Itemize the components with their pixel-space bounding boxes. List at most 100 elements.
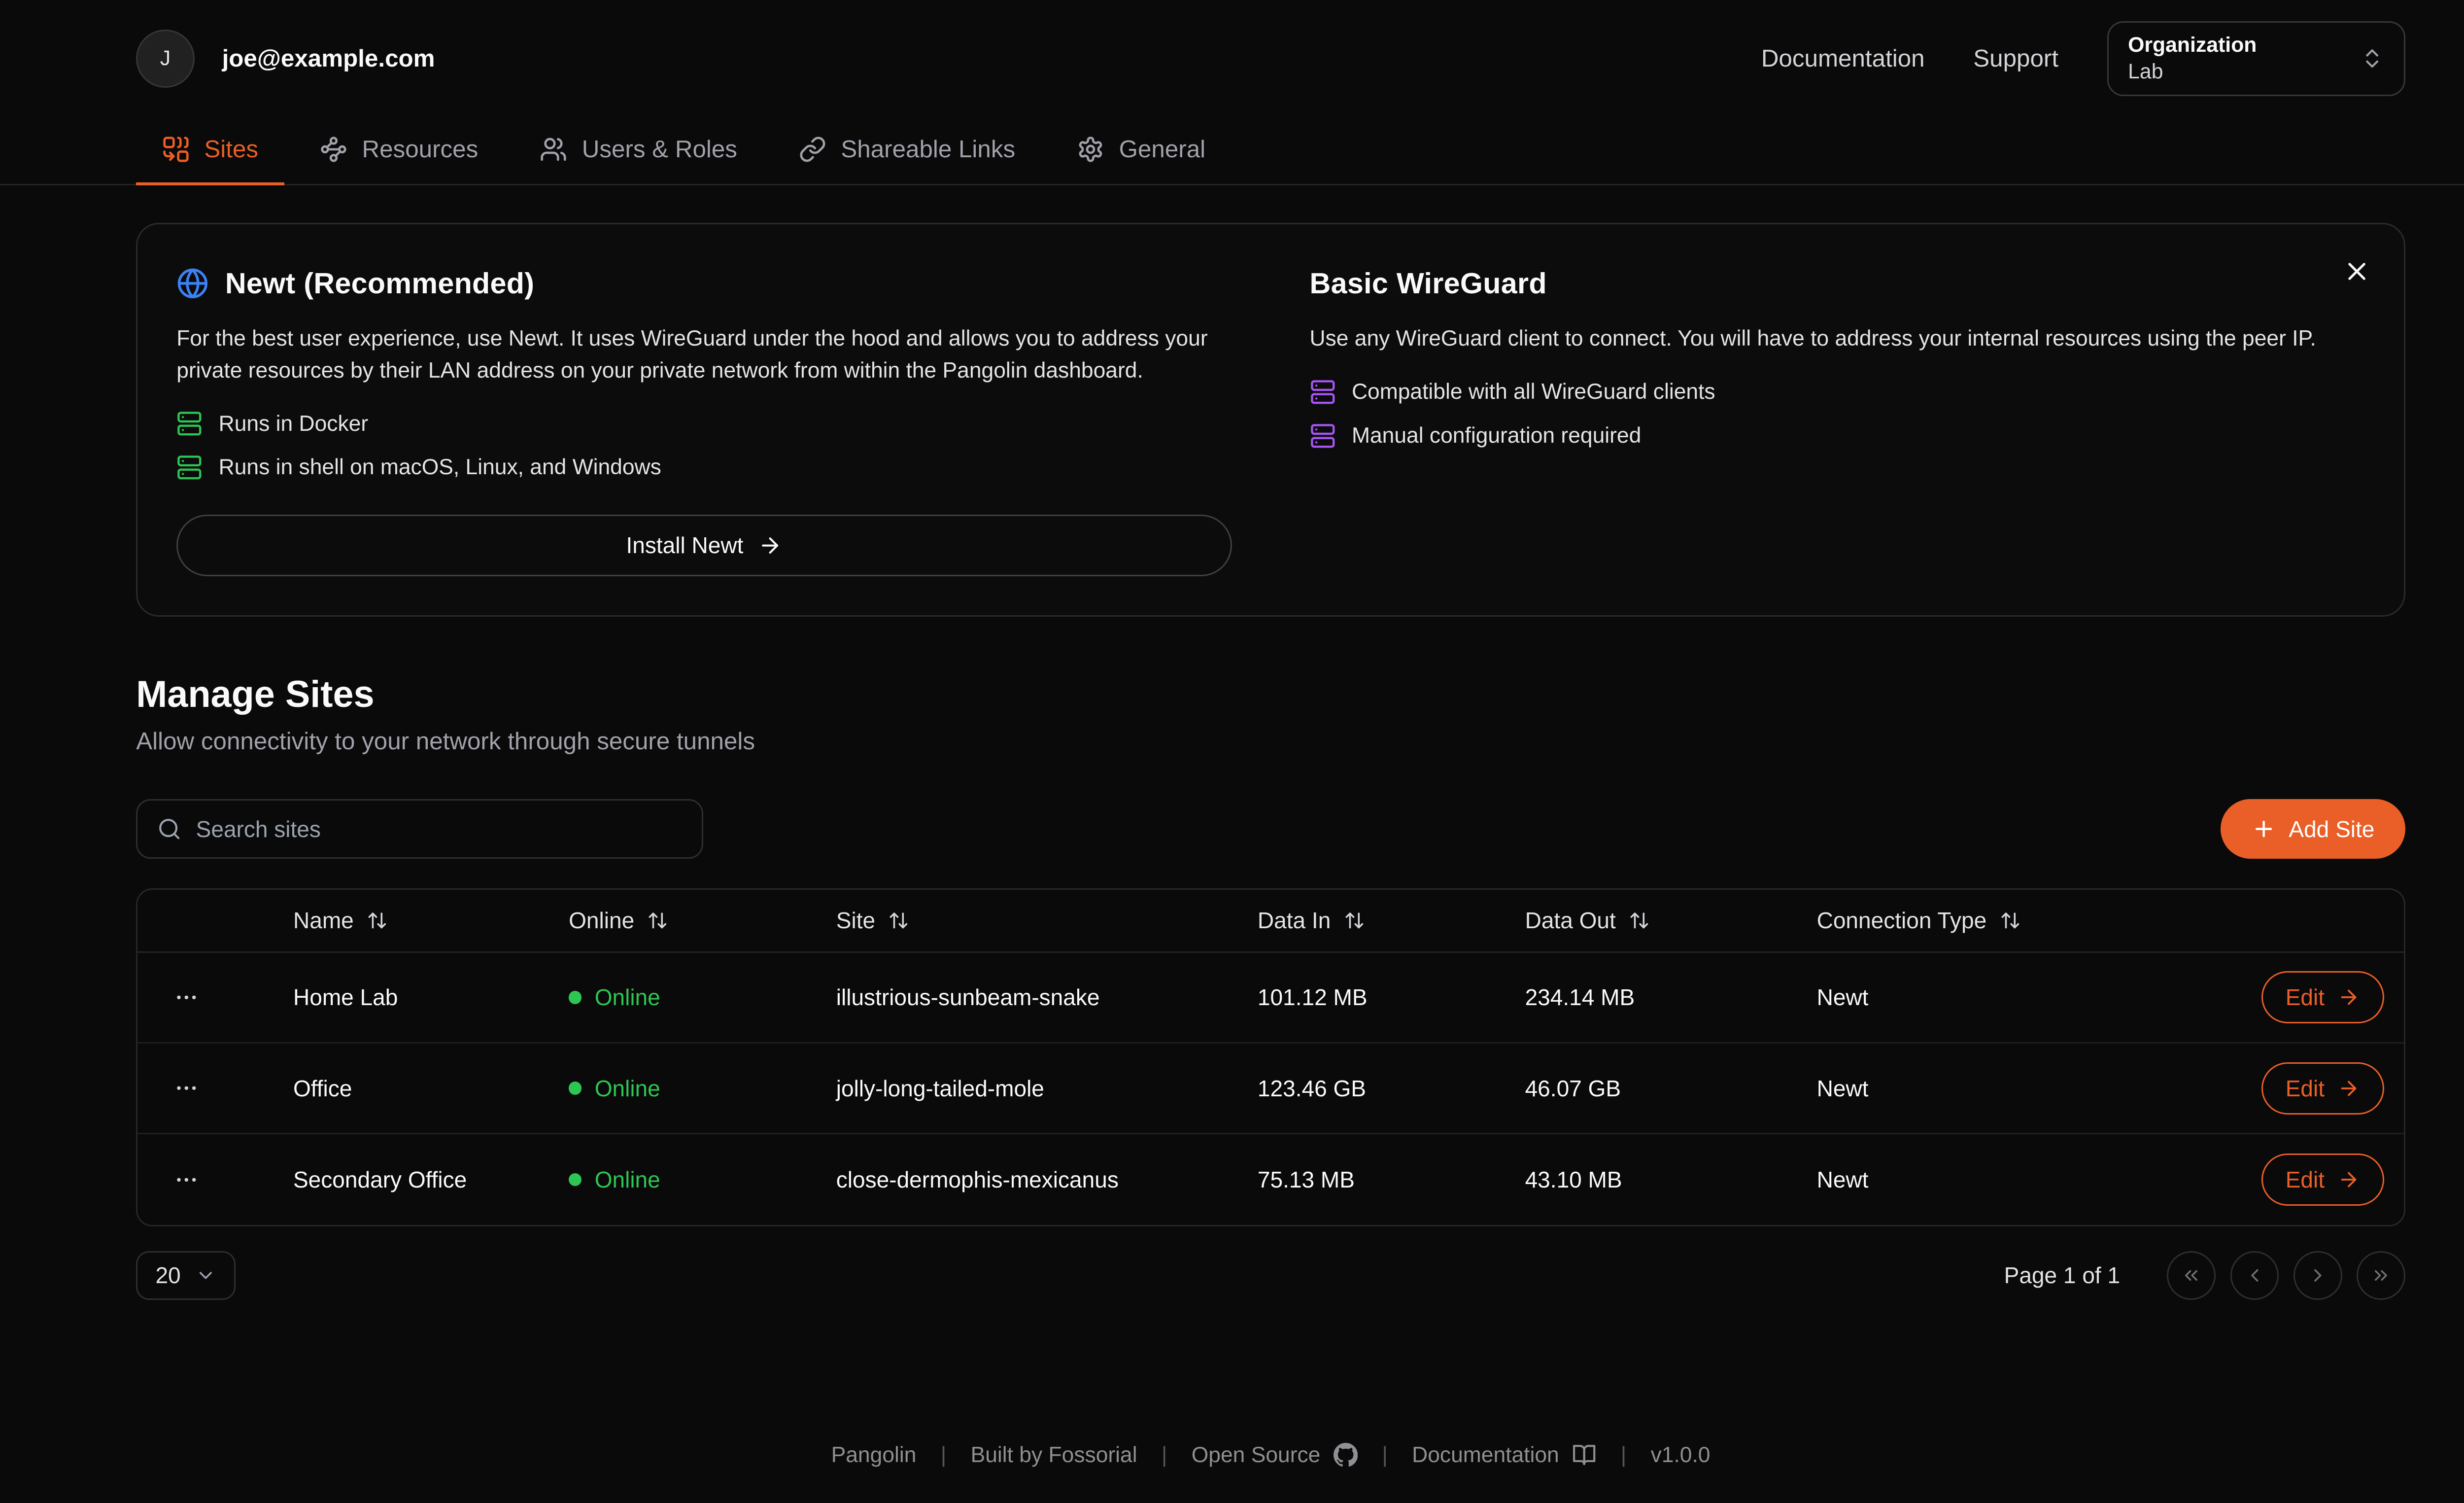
wireguard-column: Basic WireGuard Use any WireGuard client… — [1310, 266, 2365, 576]
row-menu-button[interactable] — [137, 1075, 267, 1101]
page-size-select[interactable]: 20 — [136, 1251, 236, 1300]
next-page-button[interactable] — [2293, 1251, 2342, 1300]
org-selector-label: Organization — [2128, 33, 2257, 57]
documentation-link[interactable]: Documentation — [1761, 45, 1925, 72]
tab-shareable-links[interactable]: Shareable Links — [773, 114, 1041, 185]
footer-fossorial-link[interactable]: Built by Fossorial — [970, 1442, 1137, 1467]
support-link[interactable]: Support — [1973, 45, 2059, 72]
column-label: Site — [836, 908, 876, 934]
site-name-cell: Office — [293, 1075, 352, 1101]
link-icon — [800, 137, 825, 162]
column-label: Connection Type — [1816, 908, 1987, 934]
main-tabs: Sites Resources Users & Roles Shareable … — [0, 114, 2464, 186]
column-header-data-in[interactable]: Data In — [1232, 907, 1499, 934]
sort-icon — [649, 912, 667, 929]
column-header-connection-type[interactable]: Connection Type — [1791, 907, 2225, 934]
newt-title: Newt (Recommended) — [225, 267, 535, 300]
edit-site-button[interactable]: Edit — [2261, 971, 2385, 1024]
page-footer: Pangolin | Built by Fossorial | Open Sou… — [0, 1394, 2464, 1503]
pager: Page 1 of 1 — [2004, 1251, 2405, 1300]
newt-feature-list: Runs in Docker Runs in shell on macOS, L… — [176, 411, 1232, 480]
column-header-data-out[interactable]: Data Out — [1499, 907, 1791, 934]
column-header-online[interactable]: Online — [543, 907, 811, 934]
footer-separator: | — [1161, 1442, 1167, 1467]
install-newt-button[interactable]: Install Newt — [176, 514, 1232, 576]
site-id-cell: jolly-long-tailed-mole — [836, 1075, 1044, 1101]
footer-open-source-link[interactable]: Open Source — [1192, 1443, 1358, 1468]
site-name-cell: Secondary Office — [293, 1167, 467, 1193]
row-menu-button[interactable] — [137, 984, 267, 1011]
online-status-dot — [569, 1082, 582, 1095]
sites-toolbar: Add Site — [136, 799, 2405, 859]
org-selector[interactable]: Organization Lab — [2107, 21, 2405, 97]
site-status-cell: Online — [543, 1075, 811, 1102]
server-icon — [1310, 380, 1335, 404]
table-row: Secondary Office Online close-dermophis-… — [137, 1134, 2404, 1225]
data-in-cell: 123.46 GB — [1257, 1075, 1366, 1101]
arrow-right-icon — [2341, 1172, 2357, 1188]
column-label: Online — [569, 908, 635, 934]
close-card-button[interactable] — [2336, 250, 2378, 292]
user-email: joe@example.com — [222, 45, 435, 72]
edit-site-button[interactable]: Edit — [2261, 1153, 2385, 1206]
feature-label: Compatible with all WireGuard clients — [1351, 380, 1715, 404]
org-selector-value: Lab — [2128, 59, 2163, 83]
site-id-cell: illustrious-sunbeam-snake — [836, 984, 1100, 1011]
row-menu-button[interactable] — [137, 1167, 267, 1193]
data-out-cell: 43.10 MB — [1525, 1167, 1622, 1193]
chevron-right-icon — [2314, 1269, 2322, 1282]
column-header-name[interactable]: Name — [267, 907, 543, 934]
user-info: J joe@example.com — [136, 29, 435, 88]
wireguard-title-row: Basic WireGuard — [1310, 266, 2365, 300]
connection-methods-card: Newt (Recommended) For the best user exp… — [136, 222, 2405, 617]
online-status-label: Online — [594, 1075, 660, 1101]
table-row: Office Online jolly-long-tailed-mole 123… — [137, 1044, 2404, 1135]
edit-site-button[interactable]: Edit — [2261, 1062, 2385, 1115]
arrow-right-icon — [2341, 990, 2357, 1005]
main-content: Newt (Recommended) For the best user exp… — [0, 185, 2464, 1394]
feature-label: Runs in Docker — [218, 411, 369, 436]
connection-type-cell: Newt — [1816, 984, 1869, 1011]
data-out-cell: 46.07 GB — [1525, 1075, 1621, 1101]
online-status-label: Online — [594, 1167, 660, 1193]
online-status-dot — [569, 991, 582, 1004]
site-status-cell: Online — [543, 1166, 811, 1193]
site-name-cell: Home Lab — [293, 984, 398, 1011]
add-site-button[interactable]: Add Site — [2221, 799, 2405, 859]
newt-feature: Runs in shell on macOS, Linux, and Windo… — [176, 454, 1232, 481]
footer-documentation-label: Documentation — [1412, 1442, 1559, 1467]
site-status-cell: Online — [543, 984, 811, 1011]
previous-page-button[interactable] — [2230, 1251, 2279, 1300]
sites-icon — [163, 136, 189, 162]
close-icon — [2348, 262, 2365, 280]
tab-users-roles[interactable]: Users & Roles — [514, 114, 763, 185]
first-page-button[interactable] — [2167, 1251, 2216, 1300]
wireguard-title: Basic WireGuard — [1309, 267, 1547, 300]
ellipsis-icon — [176, 1086, 196, 1090]
chevron-left-icon — [2251, 1269, 2259, 1282]
tab-general[interactable]: General — [1051, 114, 1231, 185]
tab-sites[interactable]: Sites — [136, 114, 284, 186]
feature-label: Runs in shell on macOS, Linux, and Windo… — [218, 455, 661, 480]
online-status-label: Online — [594, 984, 660, 1011]
tab-resources[interactable]: Resources — [294, 114, 504, 185]
search-input[interactable] — [196, 815, 683, 842]
page-subtitle: Allow connectivity to your network throu… — [136, 727, 755, 755]
server-icon — [177, 455, 202, 480]
chevron-down-icon — [200, 1272, 212, 1279]
avatar[interactable]: J — [136, 29, 195, 88]
book-icon — [1573, 1444, 1596, 1466]
newt-title-row: Newt (Recommended) — [176, 266, 1232, 300]
data-out-cell: 234.14 MB — [1525, 984, 1635, 1011]
footer-open-source-label: Open Source — [1191, 1442, 1321, 1467]
last-page-button[interactable] — [2357, 1251, 2405, 1300]
row-actions-cell: Edit — [2225, 971, 2404, 1024]
arrow-right-icon — [2341, 1081, 2357, 1096]
gear-icon — [1079, 136, 1102, 162]
column-header-site[interactable]: Site — [810, 907, 1232, 934]
sort-icon — [1345, 912, 1363, 929]
site-id-cell: close-dermophis-mexicanus — [836, 1167, 1119, 1193]
globe-icon — [177, 268, 208, 298]
footer-documentation-link[interactable]: Documentation — [1412, 1443, 1596, 1468]
